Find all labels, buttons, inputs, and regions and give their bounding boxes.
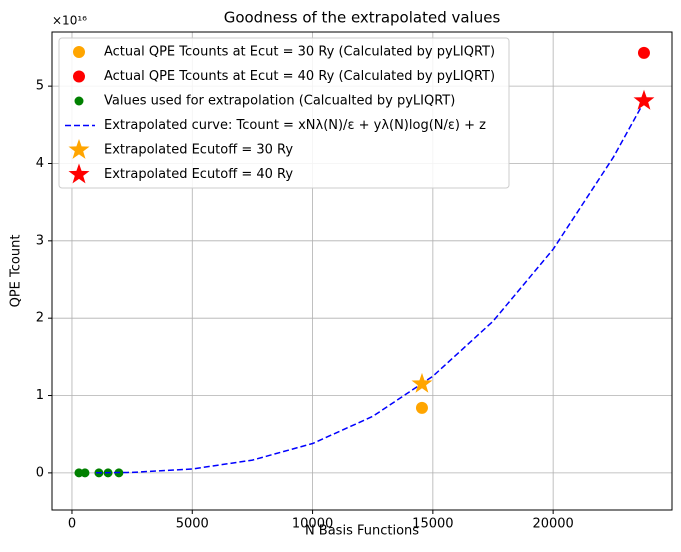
y-tick-label: 3: [36, 233, 44, 248]
x-tick-label: 20000: [532, 517, 573, 532]
legend-swatch: [74, 96, 84, 106]
legend-label: Actual QPE Tcounts at Ecut = 40 Ry (Calc…: [104, 69, 495, 84]
point: [80, 468, 90, 478]
legend-swatch: [73, 70, 85, 83]
legend-box: [58, 37, 510, 189]
x-axis-label: N Basis Functions: [305, 524, 419, 539]
legend-label: Extrapolated curve: Tcount = xNλ(N)/ε + …: [104, 118, 486, 133]
y-tick-label: 1: [36, 388, 44, 403]
legend-swatch: [68, 163, 90, 184]
legend-swatch: [73, 46, 85, 58]
y-tick-label: 2: [36, 311, 44, 326]
x-tick-label: 5000: [176, 517, 209, 532]
y-axis-label: QPE Tcount: [9, 235, 24, 308]
point: [415, 401, 428, 414]
star-point: [411, 372, 433, 393]
legend-label: Values used for extrapolation (Calcualte…: [104, 94, 455, 109]
legend-swatch: [68, 139, 90, 159]
point: [637, 46, 650, 59]
offset-label: ×10¹⁶: [52, 14, 87, 28]
star-point: [633, 89, 655, 110]
y-tick-label: 0: [36, 465, 44, 480]
legend-label: Extrapolated Ecutoff = 40 Ry: [104, 167, 293, 182]
plot-frame: [51, 31, 673, 511]
y-tick-label: 5: [36, 79, 44, 94]
x-tick-label: 0: [68, 517, 76, 532]
legend-label: Extrapolated Ecutoff = 30 Ry: [104, 143, 293, 158]
curve: [95, 100, 646, 474]
legend-label: Actual QPE Tcounts at Ecut = 30 Ry (Calc…: [104, 45, 495, 60]
x-tick-label: 15000: [412, 517, 453, 532]
x-tick-label: 10000: [292, 517, 333, 532]
chart-title: Goodness of the extrapolated values: [224, 9, 501, 27]
y-tick-label: 4: [36, 156, 44, 171]
